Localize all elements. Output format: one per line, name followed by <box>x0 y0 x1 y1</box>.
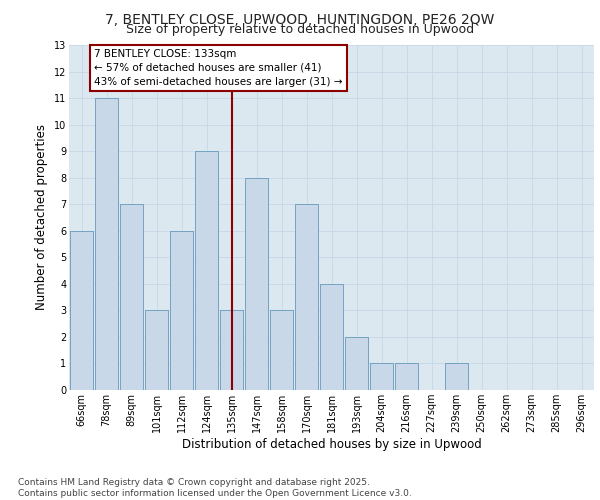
Bar <box>170 231 193 390</box>
Bar <box>195 151 218 390</box>
Text: Size of property relative to detached houses in Upwood: Size of property relative to detached ho… <box>126 24 474 36</box>
Text: 7 BENTLEY CLOSE: 133sqm
← 57% of detached houses are smaller (41)
43% of semi-de: 7 BENTLEY CLOSE: 133sqm ← 57% of detache… <box>94 49 343 87</box>
Bar <box>220 310 243 390</box>
Text: 7, BENTLEY CLOSE, UPWOOD, HUNTINGDON, PE26 2QW: 7, BENTLEY CLOSE, UPWOOD, HUNTINGDON, PE… <box>106 12 494 26</box>
X-axis label: Distribution of detached houses by size in Upwood: Distribution of detached houses by size … <box>182 438 481 451</box>
Text: Contains HM Land Registry data © Crown copyright and database right 2025.
Contai: Contains HM Land Registry data © Crown c… <box>18 478 412 498</box>
Bar <box>295 204 318 390</box>
Bar <box>320 284 343 390</box>
Bar <box>270 310 293 390</box>
Bar <box>145 310 168 390</box>
Bar <box>120 204 143 390</box>
Bar <box>370 364 393 390</box>
Bar <box>70 231 93 390</box>
Bar <box>95 98 118 390</box>
Bar <box>445 364 468 390</box>
Bar <box>395 364 418 390</box>
Bar <box>245 178 268 390</box>
Y-axis label: Number of detached properties: Number of detached properties <box>35 124 48 310</box>
Bar <box>345 337 368 390</box>
